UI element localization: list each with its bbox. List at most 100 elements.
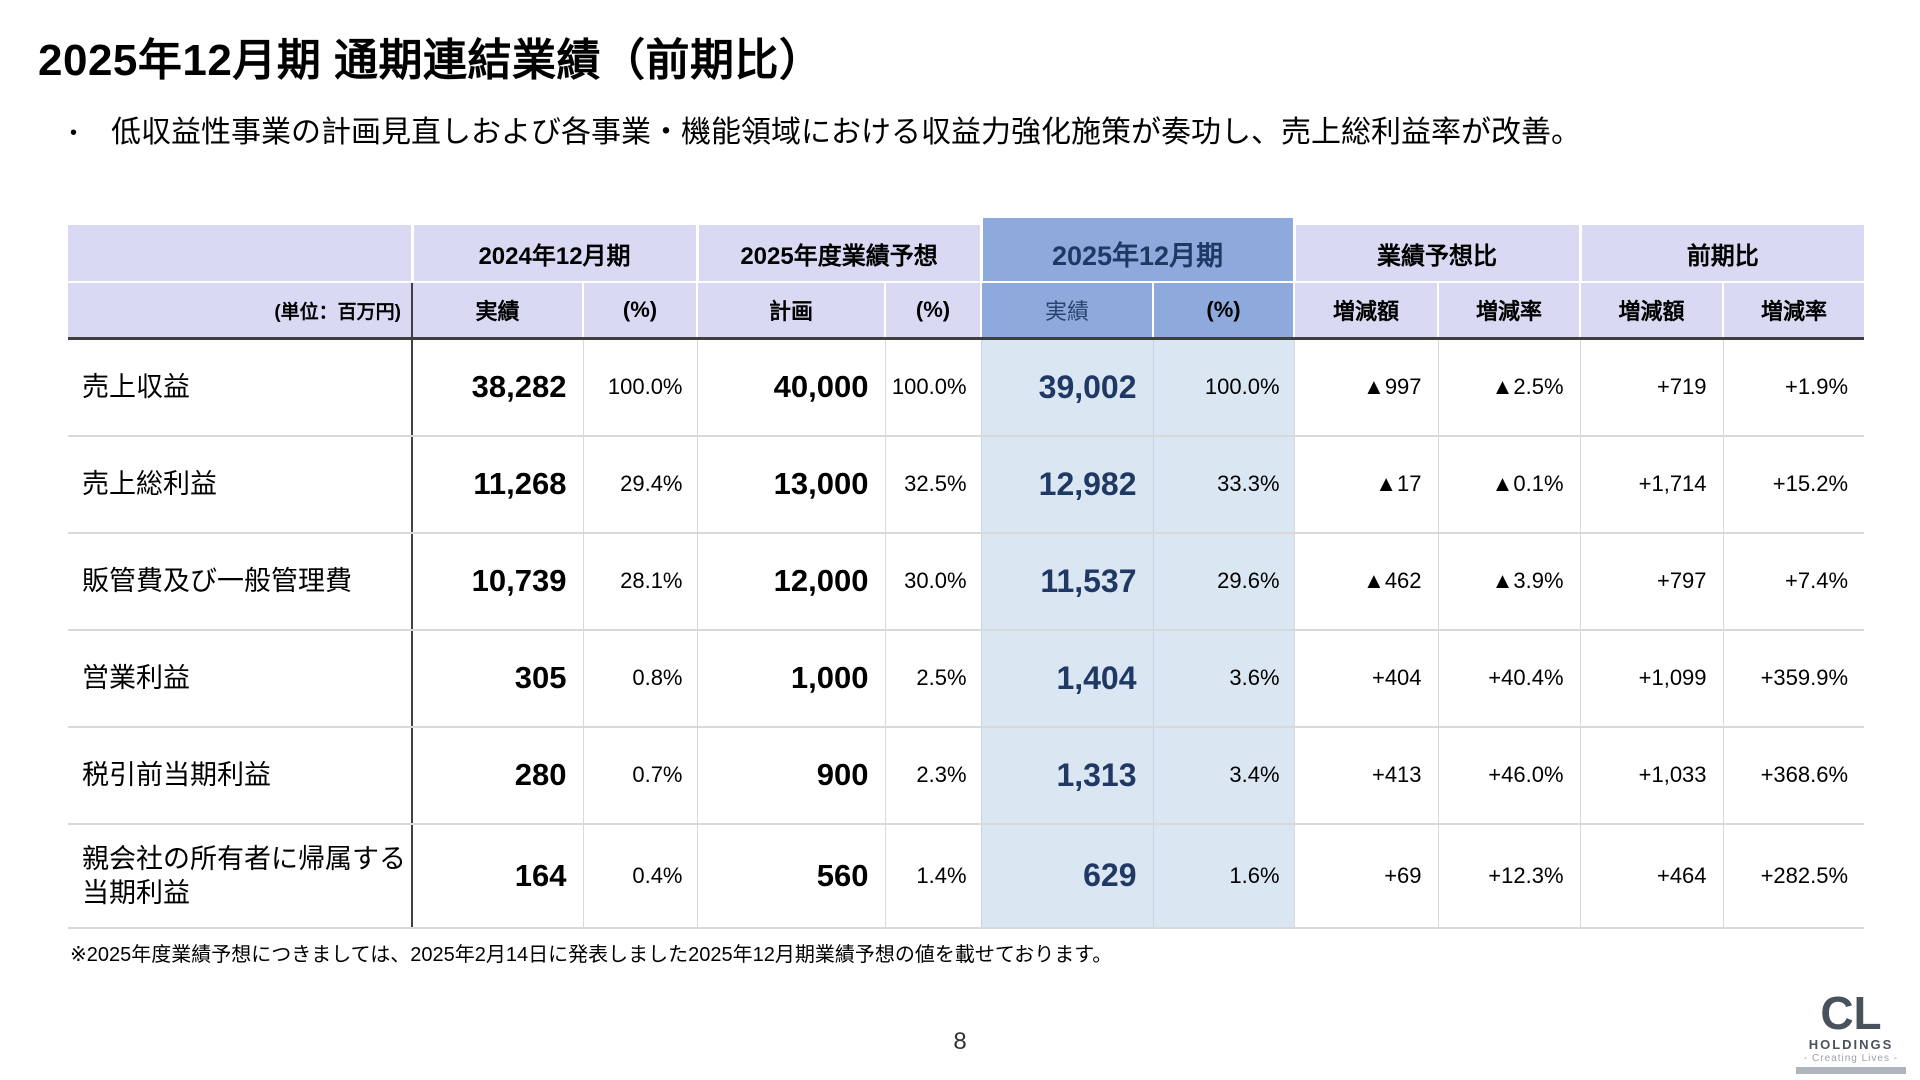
cell-value: +359.9% [1722, 629, 1865, 728]
logo-cl-mark: CL [1820, 987, 1882, 1039]
company-logo: CL HOLDINGS - Creating Lives - [1796, 990, 1906, 1074]
page-title: 2025年12月期 通期連結業績（前期比） [38, 36, 824, 85]
cell-value: +40.4% [1437, 629, 1581, 728]
cell-value: +368.6% [1722, 726, 1865, 825]
cell-value: +15.2% [1722, 435, 1865, 534]
cell-value: +413 [1293, 726, 1439, 825]
cell-value-highlight: 12,982 [980, 435, 1154, 534]
results-table: 2024年12月期 2025年度業績予想 2025年12月期 業績予想比 前期比… [68, 218, 1865, 929]
cell-value: 29.4% [582, 435, 697, 534]
cell-value-highlight: 1,404 [980, 629, 1154, 728]
table-row-pretax-profit: 税引前当期利益 280 0.7% 900 2.3% 1,313 3.4% +41… [68, 726, 1865, 825]
cell-value-highlight: 29.6% [1152, 532, 1295, 631]
row-label: 売上収益 [68, 338, 413, 437]
cell-value: +1,714 [1579, 435, 1724, 534]
header-group-fy2025-highlight: 2025年12月期 [979, 218, 1295, 283]
table-header-subcolumns: (単位：百万円) 実績 (%) 計画 (%) 実績 (%) 増減額 増減率 増減… [68, 282, 1865, 340]
cell-value: 560 [696, 823, 885, 929]
cell-value: +1.9% [1722, 338, 1865, 437]
cell-value: 2.3% [884, 726, 982, 825]
cell-value: +12.3% [1437, 823, 1581, 929]
table-row-revenue: 売上収益 38,282 100.0% 40,000 100.0% 39,002 … [68, 338, 1865, 437]
cell-value: ▲2.5% [1437, 338, 1581, 437]
header-corner-cell [68, 225, 413, 283]
logo-tagline-text: - Creating Lives - [1803, 1053, 1899, 1064]
cell-value: 30.0% [884, 532, 982, 631]
header-group-vs-forecast: 業績予想比 [1292, 225, 1581, 283]
header-group-vs-prior: 前期比 [1578, 225, 1865, 283]
cell-value: 28.1% [582, 532, 697, 631]
cell-value: 12,000 [696, 532, 885, 631]
header-group-fy2024: 2024年12月期 [410, 225, 697, 283]
cell-value: 0.8% [582, 629, 697, 728]
cell-value-highlight: 39,002 [980, 338, 1154, 437]
cell-value: 40,000 [696, 338, 885, 437]
cell-value-highlight: 1,313 [980, 726, 1154, 825]
row-label: 税引前当期利益 [68, 726, 413, 825]
cell-value: +7.4% [1722, 532, 1865, 631]
cell-value-highlight: 11,537 [980, 532, 1154, 631]
cell-value: +464 [1579, 823, 1724, 929]
subheader-pct-2024: (%) [582, 282, 697, 340]
cell-value: ▲997 [1293, 338, 1439, 437]
footnote: ※2025年度業績予想につきましては、2025年2月14日に発表しました2025… [70, 944, 1113, 966]
cell-value: ▲17 [1293, 435, 1439, 534]
cell-value: 0.4% [582, 823, 697, 929]
cell-value-highlight: 629 [980, 823, 1154, 929]
table-row-operating-profit: 営業利益 305 0.8% 1,000 2.5% 1,404 3.6% +404… [68, 629, 1865, 728]
cell-value: +282.5% [1722, 823, 1865, 929]
row-label: 販管費及び一般管理費 [68, 532, 413, 631]
table-row-profit-attributable-to-owners: 親会社の所有者に帰属する当期利益 164 0.4% 560 1.4% 629 1… [68, 823, 1865, 929]
cell-value: 100.0% [582, 338, 697, 437]
cell-value: +69 [1293, 823, 1439, 929]
cell-value: +1,099 [1579, 629, 1724, 728]
cell-value: 305 [411, 629, 583, 728]
cell-value: 11,268 [411, 435, 583, 534]
cell-value: 100.0% [884, 338, 982, 437]
table-row-sga: 販管費及び一般管理費 10,739 28.1% 12,000 30.0% 11,… [68, 532, 1865, 631]
cell-value: 38,282 [411, 338, 583, 437]
row-label: 親会社の所有者に帰属する当期利益 [68, 823, 413, 929]
subheader-pct-plan: (%) [883, 282, 982, 340]
cell-value: 13,000 [696, 435, 885, 534]
cell-value-highlight: 100.0% [1152, 338, 1295, 437]
subheader-actual-2025: 実績 [980, 282, 1154, 340]
cell-value: 32.5% [884, 435, 982, 534]
table-row-gross-profit: 売上総利益 11,268 29.4% 13,000 32.5% 12,982 3… [68, 435, 1865, 534]
cell-value: +797 [1579, 532, 1724, 631]
subheader-change-rate-prior: 増減率 [1722, 282, 1865, 340]
subheader-change-amount-forecast: 増減額 [1293, 282, 1439, 340]
table-header-groups: 2024年12月期 2025年度業績予想 2025年12月期 業績予想比 前期比 [68, 218, 1865, 283]
bullet-icon: • [70, 122, 78, 144]
subheader-pct-2025: (%) [1152, 282, 1295, 340]
cell-value: 10,739 [411, 532, 583, 631]
subheader-plan: 計画 [696, 282, 885, 340]
cell-value: +46.0% [1437, 726, 1581, 825]
cell-value: 1.4% [884, 823, 982, 929]
cell-value: 1,000 [696, 629, 885, 728]
subheader-change-amount-prior: 増減額 [1579, 282, 1724, 340]
cell-value: +404 [1293, 629, 1439, 728]
page-number: 8 [953, 1028, 967, 1055]
cell-value: 900 [696, 726, 885, 825]
row-label: 売上総利益 [68, 435, 413, 534]
cell-value: ▲0.1% [1437, 435, 1581, 534]
cell-value: 280 [411, 726, 583, 825]
cell-value: ▲3.9% [1437, 532, 1581, 631]
header-group-forecast: 2025年度業績予想 [695, 225, 982, 283]
cell-value: 164 [411, 823, 583, 929]
cell-value-highlight: 1.6% [1152, 823, 1295, 929]
unit-label: (単位：百万円) [68, 282, 413, 340]
logo-accent-bar [1796, 1067, 1906, 1074]
summary-bullet: • 低収益性事業の計画見直しおよび各事業・機能領域における収益力強化施策が奏功し… [70, 112, 1581, 154]
subheader-actual-2024: 実績 [411, 282, 583, 340]
cell-value-highlight: 3.4% [1152, 726, 1295, 825]
cell-value: 0.7% [582, 726, 697, 825]
row-label: 営業利益 [68, 629, 413, 728]
cell-value: +1,033 [1579, 726, 1724, 825]
cell-value-highlight: 33.3% [1152, 435, 1295, 534]
cell-value: +719 [1579, 338, 1724, 437]
logo-holdings-text: HOLDINGS [1808, 1037, 1894, 1052]
cell-value: ▲462 [1293, 532, 1439, 631]
